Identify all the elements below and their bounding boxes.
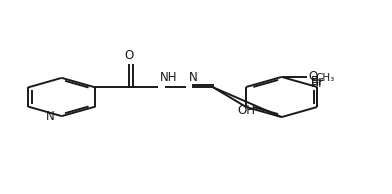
Text: N: N bbox=[189, 71, 198, 84]
Text: N: N bbox=[46, 110, 55, 123]
Text: O: O bbox=[125, 49, 134, 62]
Text: OH: OH bbox=[237, 104, 255, 117]
Text: NH: NH bbox=[160, 71, 177, 84]
Text: O: O bbox=[308, 70, 318, 83]
Text: Br: Br bbox=[310, 77, 323, 90]
Text: CH₃: CH₃ bbox=[316, 73, 335, 83]
Text: Br: Br bbox=[310, 75, 323, 88]
